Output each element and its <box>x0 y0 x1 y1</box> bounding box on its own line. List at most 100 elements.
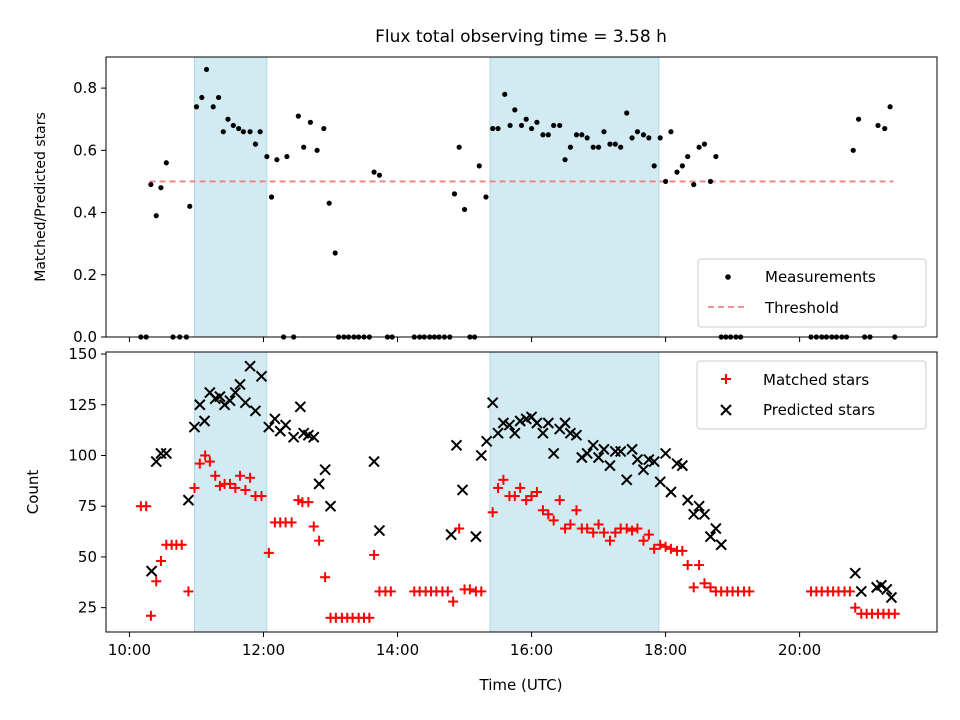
matched-star-point <box>210 470 221 481</box>
predicted-star-point <box>269 413 281 425</box>
measurement-point <box>562 157 568 163</box>
predicted-star-point <box>182 494 195 506</box>
predicted-star-point <box>665 486 677 498</box>
matched-star-point <box>476 586 487 597</box>
matched-star-point <box>308 521 319 532</box>
measurement-point <box>612 141 618 147</box>
predicted-star-point <box>604 459 616 472</box>
count-x-tick-label: 18:00 <box>644 641 687 659</box>
count-y-tick-label: 25 <box>78 599 97 617</box>
matched-star-point <box>155 555 166 566</box>
measurement-point <box>691 181 697 188</box>
matched-star-point <box>464 584 475 595</box>
measurement-point <box>483 194 489 200</box>
matched-star-point <box>682 560 693 571</box>
measurement-point <box>651 163 657 169</box>
matched-star-point <box>230 482 241 493</box>
matched-star-point <box>548 515 559 526</box>
matched-star-point <box>320 572 331 583</box>
matched-star-point <box>189 482 200 493</box>
matched-star-point <box>632 523 643 534</box>
ratio-y-tick-label: 0.6 <box>73 141 97 159</box>
matched-star-point <box>588 527 599 538</box>
count-legend: Matched stars Predicted stars <box>696 360 927 430</box>
predicted-star-point <box>654 476 666 488</box>
count-x-tick-label: 10:00 <box>108 641 151 659</box>
matched-star-point <box>303 497 314 508</box>
measurement-point <box>523 116 529 122</box>
measurement-point <box>707 178 714 185</box>
predicted-star-point <box>614 445 627 458</box>
matched-star-point <box>448 596 459 607</box>
predicted-star-point <box>542 417 555 429</box>
matched-star-point <box>593 519 604 530</box>
predicted-star-point <box>319 463 331 476</box>
matched-star-point <box>385 586 396 597</box>
matched-star-point <box>493 482 504 493</box>
measurement-point <box>557 122 563 129</box>
measurement-point <box>701 141 708 147</box>
predicted-star-point <box>492 427 504 439</box>
predicted-star-point <box>559 417 571 429</box>
measurement-point <box>882 125 888 132</box>
measurement-point <box>685 153 691 160</box>
measurement-point <box>284 153 290 160</box>
count-y-tick-label: 50 <box>78 548 97 566</box>
predicted-star-point <box>621 474 633 486</box>
predicted-star-point <box>631 453 644 466</box>
legend-matched-label: Matched stars <box>763 371 869 389</box>
predicted-star-point <box>681 494 694 506</box>
matched-star-point <box>509 491 520 502</box>
measurement-point <box>573 132 580 138</box>
predicted-star-point <box>881 583 893 596</box>
matched-star-point <box>526 491 537 502</box>
measurement-point <box>850 147 856 153</box>
predicted-star-point <box>160 447 173 460</box>
measurement-point <box>461 206 468 213</box>
measurement-point <box>567 144 574 150</box>
predicted-star-point <box>885 591 898 604</box>
ratio-y-tick-label: 0.8 <box>73 79 97 97</box>
measurement-point <box>713 153 719 160</box>
matched-star-point <box>688 582 699 593</box>
predicted-star-point <box>855 585 867 598</box>
predicted-star-point <box>486 397 499 409</box>
predicted-star-point <box>475 449 487 462</box>
predicted-star-point <box>693 500 705 512</box>
count-legend-box <box>696 360 927 430</box>
matched-star-point <box>263 547 274 558</box>
measurement-point <box>518 122 525 129</box>
matched-star-point <box>543 509 554 520</box>
measurement-point <box>657 135 663 141</box>
ratio-legend-box <box>697 258 927 328</box>
matched-star-point <box>151 576 162 587</box>
matched-star-point <box>240 484 251 495</box>
count-y-tick-label: 125 <box>68 396 97 414</box>
measurement-point <box>220 129 226 135</box>
predicted-star-points <box>145 360 898 604</box>
measurement-point <box>490 125 496 132</box>
predicted-star-point <box>537 427 549 439</box>
measurement-point <box>495 125 501 132</box>
predicted-star-point <box>445 528 457 541</box>
matched-star-point <box>515 482 526 493</box>
measurement-point <box>295 113 301 119</box>
measurement-point <box>875 122 881 129</box>
matched-star-point <box>744 586 755 597</box>
measurement-point <box>696 144 702 150</box>
matched-star-point <box>627 525 638 536</box>
matched-star-point <box>677 545 688 556</box>
matched-star-point <box>665 543 676 554</box>
predicted-star-point <box>450 439 463 452</box>
measurement-point <box>158 185 164 191</box>
predicted-star-point <box>249 405 262 417</box>
predicted-star-point <box>570 429 583 441</box>
measurement-point <box>601 129 607 135</box>
predicted-star-point <box>531 417 543 429</box>
predicted-star-point <box>637 463 650 476</box>
predicted-star-point <box>255 370 268 383</box>
matched-star-point <box>204 456 215 467</box>
measurement-point <box>314 147 320 153</box>
matched-star-point <box>487 507 498 518</box>
